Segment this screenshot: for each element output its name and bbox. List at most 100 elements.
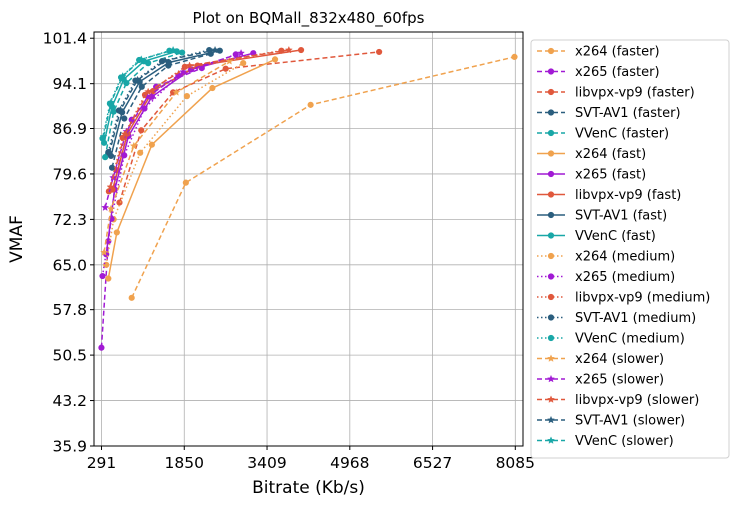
- legend-item: x265 (slower): [537, 373, 664, 388]
- legend-item: libvpx-vp9 (medium): [537, 291, 710, 306]
- legend-items: x264 (faster) x265 (faster) libvpx-vp9 (fa…: [537, 45, 710, 449]
- series-line: [111, 49, 302, 190]
- series-x264-fast: [105, 56, 279, 282]
- data-point: [105, 148, 114, 157]
- data-point: [278, 47, 285, 54]
- y-tick-label: 94.1: [52, 75, 87, 93]
- data-point: [185, 61, 194, 69]
- data-point: [511, 53, 518, 61]
- data-point: [121, 115, 128, 122]
- grid: [94, 32, 523, 447]
- data-point: [133, 75, 142, 84]
- legend-label: x264 (fast): [575, 147, 646, 162]
- legend-marker: [547, 293, 555, 301]
- legend-label: libvpx-vp9 (slower): [575, 393, 699, 408]
- legend-marker: [547, 170, 555, 178]
- data-point: [137, 149, 144, 156]
- legend-marker: [547, 395, 555, 403]
- legend-marker: [547, 47, 555, 55]
- legend-label: SVT-AV1 (medium): [575, 311, 696, 326]
- legend-item: VVenC (medium): [537, 332, 685, 347]
- legend-item: x264 (fast): [537, 147, 646, 162]
- data-point: [143, 92, 152, 101]
- legend-marker: [547, 232, 555, 239]
- data-point: [100, 248, 109, 256]
- legend-marker: [547, 150, 555, 157]
- x-tick-label: 4968: [330, 454, 369, 472]
- data-point: [211, 45, 219, 54]
- legend-label: libvpx-vp9 (medium): [575, 291, 710, 306]
- legend-label: VVenC (medium): [575, 332, 685, 347]
- data-point: [128, 294, 135, 301]
- legend-marker: [547, 252, 555, 260]
- legend-label: x264 (slower): [575, 352, 664, 367]
- legend-item: x265 (faster): [537, 65, 660, 80]
- data-point: [129, 141, 138, 150]
- data-point: [102, 154, 109, 161]
- series-line: [108, 49, 216, 153]
- data-point: [307, 101, 314, 108]
- chart-title: Plot on BQMall_832x480_60fps: [193, 9, 425, 28]
- data-point: [172, 88, 181, 96]
- series-vvenc-slower: [99, 45, 178, 140]
- data-point: [137, 55, 146, 63]
- legend-marker: [547, 334, 555, 342]
- y-tick-label: 72.3: [52, 211, 87, 229]
- legend-label: x265 (fast): [575, 168, 646, 183]
- data-point: [225, 57, 234, 65]
- x-tick-label: 8085: [496, 454, 535, 472]
- series-libvpx-vp9-faster: [116, 48, 383, 206]
- y-tick-label: 43.2: [52, 392, 87, 410]
- legend-item: SVT-AV1 (medium): [537, 311, 696, 326]
- data-point: [116, 199, 123, 206]
- legend-item: x264 (medium): [537, 250, 675, 265]
- legend-marker: [547, 436, 555, 444]
- series-x264-faster: [128, 53, 518, 301]
- legend-label: VVenC (fast): [575, 229, 656, 244]
- legend-label: x265 (slower): [575, 373, 664, 388]
- legend-item: x265 (medium): [537, 270, 675, 285]
- series-line: [118, 51, 380, 203]
- data-point: [108, 164, 116, 171]
- series-line: [109, 49, 289, 188]
- data-point: [120, 129, 129, 138]
- legend-item: SVT-AV1 (slower): [537, 414, 685, 429]
- data-point: [118, 72, 127, 80]
- legend-label: x264 (medium): [575, 250, 675, 265]
- series-line: [111, 53, 212, 168]
- legend-item: SVT-AV1 (faster): [537, 106, 681, 121]
- plot-frame: [93, 31, 524, 447]
- y-tick-label: 35.9: [52, 438, 87, 456]
- series-line: [102, 49, 174, 137]
- legend-item: VVenC (fast): [537, 229, 656, 244]
- data-point: [101, 203, 110, 211]
- series-svt-av1-slower: [105, 45, 219, 157]
- legend-marker: [547, 354, 555, 362]
- legend-marker: [547, 129, 555, 137]
- series-x264-slower: [100, 57, 234, 256]
- series-x264-medium: [103, 60, 247, 268]
- series-line: [105, 62, 244, 265]
- data-point: [113, 229, 120, 236]
- y-tick-label: 101.4: [43, 30, 87, 48]
- data-point: [271, 56, 279, 63]
- data-point: [138, 83, 145, 90]
- data-point: [183, 93, 191, 100]
- data-point: [121, 152, 128, 159]
- legend-label: VVenC (faster): [575, 127, 669, 142]
- data-point: [107, 204, 115, 213]
- legend-item: libvpx-vp9 (slower): [537, 393, 699, 408]
- legend-label: VVenC (slower): [575, 434, 674, 449]
- legend-item: x264 (slower): [537, 352, 664, 367]
- data-point: [98, 344, 105, 351]
- legend-marker: [547, 191, 555, 198]
- data-point: [216, 47, 223, 54]
- legend-label: x265 (medium): [575, 270, 675, 285]
- data-point: [240, 60, 247, 67]
- legend-item: libvpx-vp9 (faster): [537, 86, 695, 101]
- data-point: [105, 275, 112, 282]
- data-point: [161, 56, 170, 64]
- legend-item: VVenC (faster): [537, 127, 669, 142]
- series-line: [101, 53, 237, 277]
